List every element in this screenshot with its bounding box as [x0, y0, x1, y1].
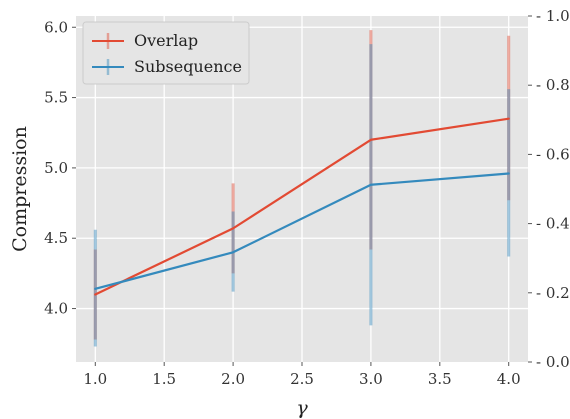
y2-tick-label: - 0.6 — [536, 145, 570, 163]
legend: Overlap Subsequence — [82, 21, 250, 85]
y-tick-label: 4.0 — [44, 300, 68, 318]
y-tick-label: 5.5 — [44, 89, 68, 107]
data-point-subsequence — [94, 288, 97, 290]
data-point-overlap — [507, 117, 510, 120]
y-tick-label: 5.0 — [44, 159, 68, 177]
y-axis: 4.0 4.5 5.0 5.5 6.0 — [44, 18, 76, 318]
data-point-overlap — [370, 138, 372, 141]
x-axis-label: γ — [296, 397, 308, 419]
x-tick-label: 2.5 — [290, 370, 314, 388]
x-tick-label: 1.0 — [83, 370, 107, 388]
series-line-subsequence — [94, 172, 510, 290]
x-tick-label: 3.5 — [428, 370, 452, 388]
y2-axis: - 0.0 - 0.2 - 0.4 - 0.6 - 0.8 - 1.0 — [528, 7, 570, 371]
x-tick-label: 1.5 — [152, 370, 176, 388]
y2-tick-label: - 0.0 — [536, 353, 570, 371]
x-axis: 1.0 1.5 2.0 2.5 3.0 3.5 4.0 — [83, 362, 521, 388]
y2-tick-label: - 1.0 — [536, 7, 570, 25]
y2-tick-label: - 0.2 — [536, 284, 570, 302]
data-point-subsequence — [370, 183, 372, 186]
series-lines — [94, 117, 510, 296]
series-line-overlap — [94, 117, 510, 296]
legend-label-subsequence: Subsequence — [134, 57, 242, 76]
x-tick-label: 4.0 — [497, 370, 521, 388]
data-point-subsequence — [507, 172, 510, 175]
y2-tick-label: - 0.4 — [536, 215, 570, 233]
legend-box — [82, 21, 250, 85]
data-point-subsequence — [232, 251, 234, 254]
data-point-overlap — [232, 227, 234, 230]
x-tick-label: 2.0 — [221, 370, 245, 388]
y-tick-label: 4.5 — [44, 229, 68, 247]
y-axis-label: Compression — [9, 126, 31, 252]
x-tick-label: 3.0 — [359, 370, 383, 388]
y2-tick-label: - 0.8 — [536, 76, 570, 94]
y-tick-label: 6.0 — [44, 18, 68, 36]
legend-label-overlap: Overlap — [134, 31, 198, 50]
data-point-overlap — [94, 293, 97, 296]
